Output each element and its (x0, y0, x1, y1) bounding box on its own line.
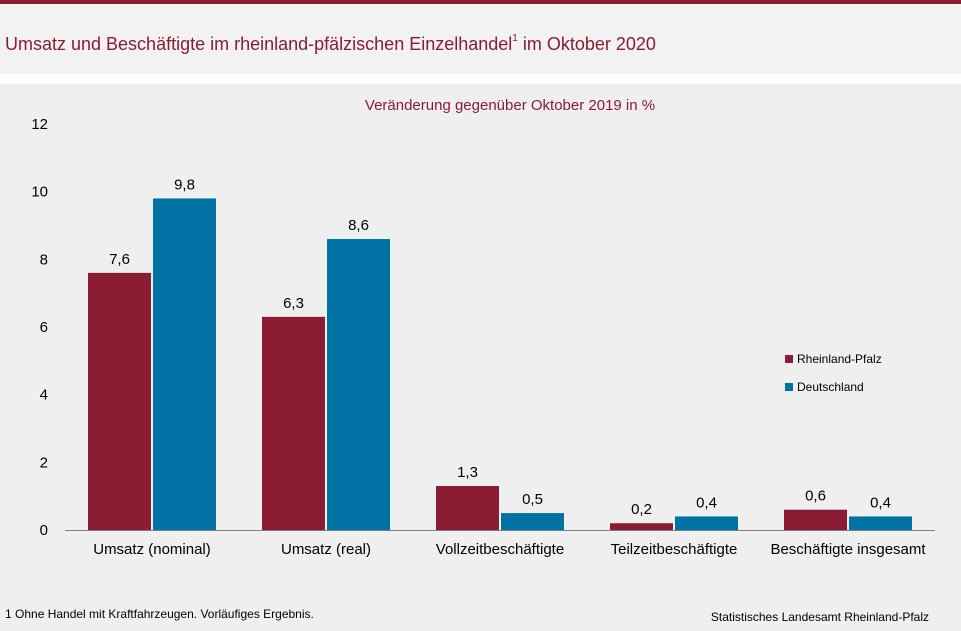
title-main: Umsatz und Beschäftigte im rheinland-pfä… (5, 34, 513, 54)
y-tick-label: 10 (31, 184, 48, 201)
data-label: 0,2 (631, 501, 652, 518)
y-tick-label: 6 (40, 319, 48, 336)
bar-rheinland-pfalz (436, 486, 499, 530)
bar-deutschland (501, 513, 564, 530)
y-tick-label: 0 (40, 522, 48, 539)
separator (0, 74, 961, 84)
data-label: 6,3 (283, 295, 304, 312)
x-tick-label: Beschäftigte insgesamt (770, 541, 926, 558)
y-tick-label: 2 (40, 454, 48, 471)
legend-label: Rheinland-Pfalz (797, 352, 882, 366)
legend-swatch (785, 355, 793, 363)
x-tick-label: Vollzeitbeschäftigte (436, 541, 564, 558)
bar-rheinland-pfalz (262, 316, 325, 530)
x-tick-label: Umsatz (nominal) (93, 541, 211, 558)
data-label: 0,6 (805, 488, 826, 505)
page-title: Umsatz und Beschäftigte im rheinland-pfä… (5, 33, 656, 55)
top-accent-bar (0, 0, 961, 4)
y-tick-label: 8 (40, 251, 48, 268)
data-label: 0,4 (696, 494, 717, 511)
title-band: Umsatz und Beschäftigte im rheinland-pfä… (0, 4, 961, 74)
data-label: 1,3 (457, 464, 478, 481)
data-label: 7,6 (109, 251, 130, 268)
data-label: 8,6 (348, 217, 369, 234)
title-footnote-marker: 1 (512, 33, 518, 44)
chart-subtitle: Veränderung gegenüber Oktober 2019 in % (365, 97, 655, 114)
x-tick-label: Teilzeitbeschäftigte (611, 541, 738, 558)
bar-deutschland (153, 198, 216, 530)
source-credit: Statistisches Landesamt Rheinland-Pfalz (710, 610, 929, 624)
y-tick-label: 4 (40, 387, 48, 404)
data-label: 0,5 (522, 491, 543, 508)
legend-swatch (785, 383, 793, 391)
data-label: 0,4 (870, 494, 891, 511)
bar-rheinland-pfalz (784, 509, 847, 530)
bar-deutschland (849, 516, 912, 530)
x-tick-label: Umsatz (real) (281, 541, 371, 558)
bar-rheinland-pfalz (88, 272, 151, 530)
bar-rheinland-pfalz (610, 523, 673, 530)
bar-deutschland (327, 239, 390, 531)
legend-label: Deutschland (797, 380, 864, 394)
bar-deutschland (675, 516, 738, 530)
data-label: 9,8 (174, 176, 195, 193)
footnote: 1 Ohne Handel mit Kraftfahrzeugen. Vorlä… (5, 607, 314, 621)
y-tick-label: 12 (31, 116, 48, 133)
title-rest: im Oktober 2020 (517, 34, 656, 54)
